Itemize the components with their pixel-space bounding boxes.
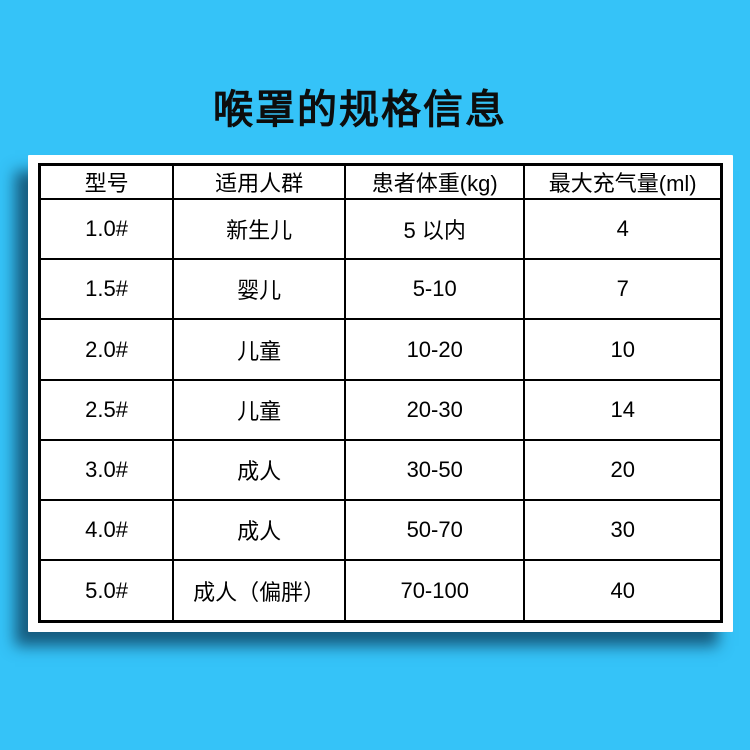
- table-row: 1.0# 新生儿 5 以内 4: [38, 197, 723, 261]
- table-row: 3.0# 成人 30-50 20: [38, 438, 723, 502]
- table-header-row: 型号 适用人群 患者体重(kg) 最大充气量(ml): [38, 163, 723, 200]
- table-row: 2.5# 儿童 20-30 14: [38, 378, 723, 441]
- cell-population: 成人: [172, 499, 347, 562]
- cell-patient-weight: 30-50: [344, 438, 526, 502]
- cell-max-inflation: 14: [523, 378, 723, 441]
- cell-model: 4.0#: [38, 499, 175, 562]
- cell-max-inflation: 20: [523, 438, 723, 502]
- cell-patient-weight: 70-100: [344, 559, 526, 623]
- cell-population: 成人: [172, 438, 347, 502]
- cell-model: 3.0#: [38, 438, 175, 502]
- table-row: 4.0# 成人 50-70 30: [38, 499, 723, 562]
- cell-population: 新生儿: [172, 197, 347, 261]
- cell-patient-weight: 5 以内: [344, 197, 526, 261]
- table-row: 5.0# 成人（偏胖） 70-100 40: [38, 559, 723, 623]
- cell-model: 2.5#: [38, 378, 175, 441]
- cell-model: 5.0#: [38, 559, 175, 623]
- cell-patient-weight: 5-10: [344, 258, 526, 321]
- cell-max-inflation: 30: [523, 499, 723, 562]
- cell-patient-weight: 10-20: [344, 318, 526, 381]
- cell-population: 儿童: [172, 378, 347, 441]
- cell-model: 1.0#: [38, 197, 175, 261]
- header-population: 适用人群: [172, 163, 347, 200]
- cell-model: 1.5#: [38, 258, 175, 321]
- cell-population: 儿童: [172, 318, 347, 381]
- table-row: 2.0# 儿童 10-20 10: [38, 318, 723, 381]
- cell-patient-weight: 50-70: [344, 499, 526, 562]
- cell-patient-weight: 20-30: [344, 378, 526, 441]
- cell-max-inflation: 7: [523, 258, 723, 321]
- header-model: 型号: [38, 163, 175, 200]
- cell-max-inflation: 40: [523, 559, 723, 623]
- spec-table: 型号 适用人群 患者体重(kg) 最大充气量(ml) 1.0# 新生儿 5 以内…: [38, 163, 723, 623]
- cell-model: 2.0#: [38, 318, 175, 381]
- header-max-inflation: 最大充气量(ml): [523, 163, 723, 200]
- spec-card: 型号 适用人群 患者体重(kg) 最大充气量(ml) 1.0# 新生儿 5 以内…: [28, 155, 733, 632]
- header-patient-weight: 患者体重(kg): [344, 163, 526, 200]
- table-row: 1.5# 婴儿 5-10 7: [38, 258, 723, 321]
- cell-population: 成人（偏胖）: [172, 559, 347, 623]
- cell-population: 婴儿: [172, 258, 347, 321]
- page-title: 喉罩的规格信息: [213, 88, 507, 132]
- cell-max-inflation: 4: [523, 197, 723, 261]
- cell-max-inflation: 10: [523, 318, 723, 381]
